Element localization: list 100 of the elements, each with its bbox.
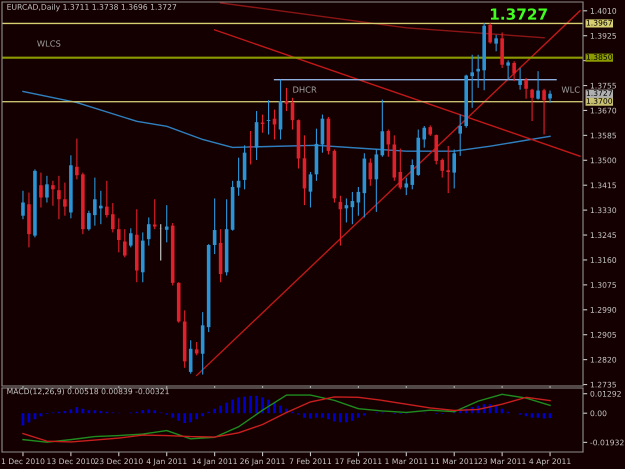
bar: [524, 413, 528, 416]
bar: [357, 413, 360, 418]
bar: [279, 406, 282, 414]
candlestick: [344, 198, 348, 223]
candlestick: [410, 158, 414, 190]
bar: [243, 396, 246, 414]
bar: [273, 402, 276, 414]
candlestick: [284, 87, 288, 112]
candlestick: [458, 114, 462, 156]
bar: [351, 413, 354, 421]
bar: [231, 400, 234, 414]
bar: [189, 413, 192, 422]
candlestick: [536, 70, 540, 100]
bar: [219, 406, 222, 414]
bar: [530, 413, 534, 418]
bar: [213, 408, 216, 414]
candlestick: [494, 34, 498, 52]
bar: [303, 413, 306, 418]
candlestick: [428, 124, 432, 137]
bar: [183, 413, 186, 424]
candlestick: [75, 138, 79, 180]
candlestick: [542, 88, 546, 136]
candlestick: [440, 158, 444, 178]
bar: [88, 410, 90, 414]
candlestick: [93, 177, 97, 226]
candlestick: [368, 158, 372, 186]
candlestick: [188, 340, 192, 374]
candlestick: [422, 125, 426, 148]
candlestick: [152, 198, 157, 230]
bar: [327, 413, 330, 420]
bar: [345, 413, 348, 422]
bar: [82, 408, 84, 414]
candlestick: [338, 195, 342, 246]
bar: [237, 397, 240, 414]
candlestick: [398, 148, 402, 190]
candlestick: [111, 202, 115, 233]
candlestick: [194, 341, 198, 356]
bar: [309, 413, 312, 418]
candlestick: [512, 60, 516, 82]
candlestick: [212, 198, 216, 255]
bar: [34, 413, 36, 420]
candlestick: [290, 97, 294, 130]
bar: [153, 410, 156, 414]
bar: [225, 402, 228, 414]
candlestick: [356, 186, 360, 216]
candlestick: [122, 228, 127, 258]
bar: [333, 413, 336, 422]
candlestick: [57, 175, 61, 220]
candlestick: [476, 54, 480, 88]
candlestick: [272, 109, 276, 140]
bar: [542, 413, 546, 418]
bar: [141, 410, 144, 414]
bar: [321, 413, 324, 418]
candlestick: [506, 60, 510, 80]
candlestick: [404, 177, 408, 196]
bar: [22, 413, 24, 426]
candlestick: [105, 180, 109, 218]
annotation: 1.3727: [490, 8, 547, 20]
bar: [28, 413, 30, 422]
candlestick: [266, 100, 270, 136]
candlestick: [236, 157, 240, 196]
bar: [548, 413, 552, 418]
candlestick: [117, 218, 121, 253]
bar: [171, 413, 174, 418]
candlestick: [164, 204, 169, 243]
candlestick: [518, 67, 522, 90]
bar: [255, 396, 258, 414]
bar: [249, 396, 252, 414]
candlestick: [386, 128, 390, 158]
candlestick: [158, 224, 163, 262]
bar: [40, 413, 42, 416]
bar: [536, 413, 540, 418]
bar: [315, 413, 318, 418]
candlestick: [87, 210, 91, 232]
candlestick: [39, 172, 43, 208]
bar: [76, 407, 78, 414]
bar: [500, 408, 504, 414]
bar: [195, 413, 198, 420]
candlestick: [146, 216, 151, 246]
candlestick: [308, 171, 312, 208]
candlestick: [524, 77, 528, 100]
bar: [93, 410, 96, 414]
candlestick: [488, 22, 492, 44]
annotation: DHCR: [293, 86, 317, 93]
candlestick: [548, 90, 552, 104]
candlestick: [350, 191, 354, 225]
candlestick: [51, 180, 55, 206]
candlestick: [530, 88, 534, 122]
bar: [201, 413, 204, 416]
candlestick: [45, 175, 49, 204]
candlestick: [128, 228, 133, 248]
candlestick: [63, 182, 67, 216]
candlestick: [99, 190, 103, 225]
bar: [177, 413, 180, 421]
candlestick: [21, 190, 25, 220]
candlestick: [260, 114, 264, 134]
annotation: WLCS: [37, 40, 60, 47]
candlestick: [452, 148, 456, 189]
annotation: WLC: [562, 86, 580, 93]
bar: [339, 413, 342, 422]
